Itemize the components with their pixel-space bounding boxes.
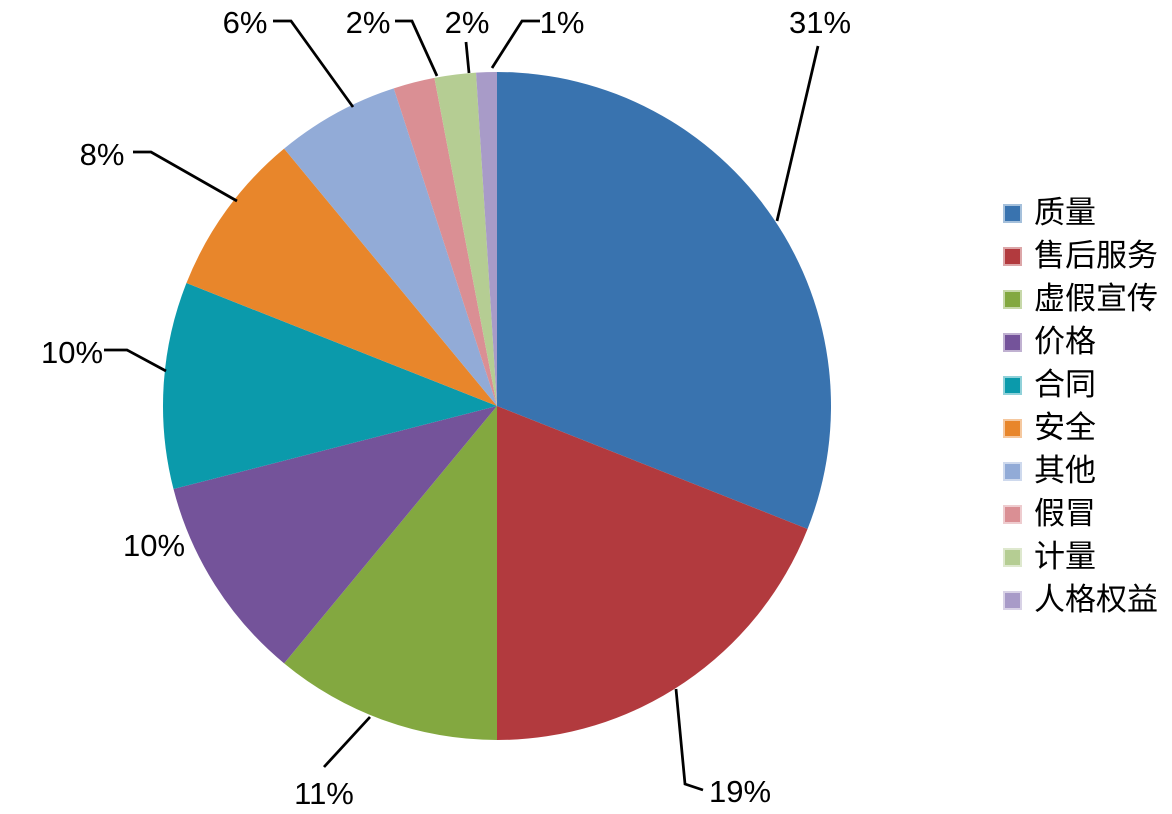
- pie-slice: [284, 88, 497, 406]
- percent-label: 19%: [709, 774, 771, 809]
- leader-line: [395, 19, 439, 77]
- legend-item: 虚假宣传: [1003, 282, 1158, 316]
- pie-slice: [497, 72, 832, 529]
- legend-swatch: [1003, 590, 1022, 610]
- percent-label: 10%: [41, 335, 103, 370]
- leader-line: [273, 19, 355, 108]
- leader-line: [464, 41, 471, 74]
- legend-swatch: [1003, 375, 1022, 395]
- pie-slice: [434, 72, 497, 406]
- legend-swatch: [1003, 418, 1022, 438]
- percent-label: 10%: [123, 528, 185, 563]
- legend-swatch: [1003, 461, 1022, 481]
- legend-label: 安全: [1034, 410, 1096, 445]
- legend-swatch: [1003, 289, 1022, 309]
- legend-label: 计量: [1034, 539, 1096, 574]
- pie-slice: [393, 77, 497, 407]
- legend-item: 售后服务: [1003, 239, 1158, 273]
- legend-item: 合同: [1003, 368, 1158, 402]
- legend-swatch: [1003, 547, 1022, 567]
- legend-item: 其他: [1003, 454, 1158, 488]
- leader-line: [133, 150, 238, 203]
- legend-label: 价格: [1034, 324, 1096, 359]
- legend-swatch: [1003, 504, 1022, 524]
- percent-label: 31%: [789, 5, 851, 40]
- leader-line: [775, 45, 820, 222]
- percent-label: 1%: [540, 5, 585, 40]
- percent-label: 8%: [80, 137, 125, 172]
- pie-slice: [186, 148, 497, 406]
- legend-item: 计量: [1003, 540, 1158, 574]
- pie-slice: [497, 406, 808, 740]
- percent-label: 2%: [346, 5, 391, 40]
- leader-line: [104, 348, 167, 373]
- percent-label: 2%: [445, 5, 490, 40]
- legend-item: 假冒: [1003, 497, 1158, 531]
- legend-label: 合同: [1034, 367, 1096, 402]
- percent-label: 11%: [294, 776, 354, 811]
- pie-slice: [476, 72, 497, 406]
- legend-label: 其他: [1034, 453, 1096, 488]
- leader-line: [322, 716, 372, 768]
- legend-label: 虚假宣传: [1034, 281, 1158, 316]
- pie-slice: [162, 283, 498, 490]
- chart-legend: 质量售后服务虚假宣传价格合同安全其他假冒计量人格权益: [1003, 196, 1158, 626]
- leader-line: [490, 19, 540, 69]
- legend-item: 价格: [1003, 325, 1158, 359]
- legend-swatch: [1003, 246, 1022, 266]
- legend-label: 售后服务: [1034, 238, 1158, 273]
- legend-label: 质量: [1034, 195, 1096, 230]
- legend-item: 质量: [1003, 196, 1158, 230]
- legend-item: 人格权益: [1003, 583, 1158, 617]
- pie-slice: [173, 406, 498, 664]
- pie-slice: [284, 406, 497, 740]
- legend-swatch: [1003, 332, 1022, 352]
- legend-label: 人格权益: [1034, 582, 1158, 617]
- legend-label: 假冒: [1034, 496, 1096, 531]
- legend-swatch: [1003, 203, 1022, 223]
- leader-line: [674, 688, 704, 792]
- percent-label: 6%: [223, 5, 268, 40]
- legend-item: 安全: [1003, 411, 1158, 445]
